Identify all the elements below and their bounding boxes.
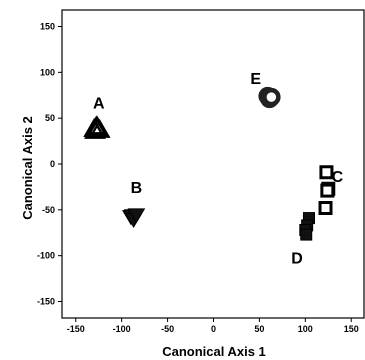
- x-tick-label: 150: [344, 324, 359, 334]
- y-tick-label: 150: [40, 22, 55, 32]
- x-tick-label: 0: [211, 324, 216, 334]
- group-label-e: E: [250, 71, 261, 88]
- data-point-b: [127, 208, 146, 224]
- group-label-b: B: [131, 180, 143, 197]
- x-tick-label: -100: [113, 324, 131, 334]
- data-points: [83, 86, 336, 241]
- y-tick-label: -50: [42, 205, 55, 215]
- plot-frame: [61, 9, 365, 319]
- x-tick-label: -50: [161, 324, 174, 334]
- x-axis-label: Canonical Axis 1: [162, 344, 266, 359]
- data-point-a: [85, 115, 108, 135]
- y-tick-label: -100: [37, 251, 55, 261]
- data-point-d: [300, 228, 313, 241]
- group-label-c: C: [332, 169, 344, 186]
- x-tick-label: 100: [298, 324, 313, 334]
- y-axis-ticks: 150 100 50 0 -50 -100 -150: [37, 22, 62, 307]
- group-label-d: D: [291, 251, 303, 268]
- y-tick-label: 50: [45, 113, 55, 123]
- plot-border: [61, 9, 365, 319]
- x-tick-label: 50: [254, 324, 264, 334]
- data-point-e: [262, 87, 281, 107]
- y-tick-label: -150: [37, 297, 55, 307]
- y-tick-label: 0: [50, 159, 55, 169]
- data-point-c: [318, 201, 333, 215]
- group-labels: A B C D E: [93, 71, 344, 268]
- y-tick-label: 100: [40, 67, 55, 77]
- x-tick-label: -150: [67, 324, 85, 334]
- data-point-c: [319, 165, 334, 180]
- x-axis-ticks: -150 -100 -50 0 50 100 150: [67, 318, 359, 334]
- data-point-c: [320, 183, 335, 198]
- y-axis-label: Canonical Axis 2: [20, 116, 35, 220]
- group-label-a: A: [93, 96, 105, 113]
